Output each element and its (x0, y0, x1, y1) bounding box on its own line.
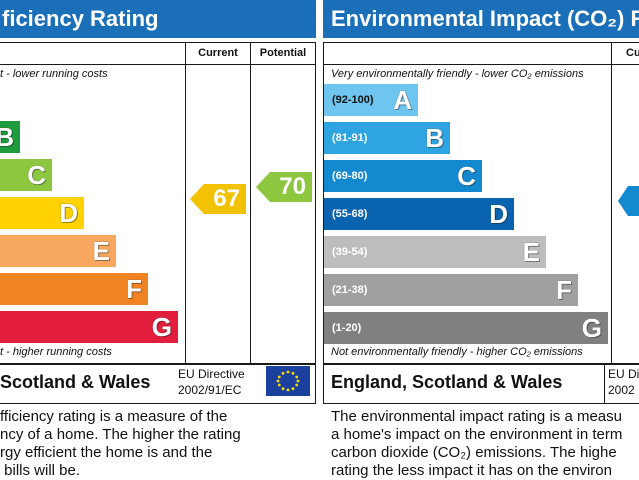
left-description: fficiency rating is a measure of the ncy… (0, 408, 241, 479)
right-band-range: (55-68) (332, 208, 368, 220)
left-footer-box (0, 364, 316, 404)
right-description: The environmental impact rating is a mea… (331, 408, 623, 479)
right-band-f: (21-38) F (324, 274, 578, 306)
left-band-b: B (0, 121, 20, 153)
eu-flag-icon (266, 366, 310, 396)
environmental-impact-header: Environmental Impact (CO₂) Rat (323, 0, 639, 38)
left-directive-line2: 2002/91/EC (178, 383, 242, 397)
right-band-c: (69-80) C (324, 160, 482, 192)
right-divider-1 (611, 42, 612, 364)
left-band-letter: D (59, 198, 78, 228)
current-rating-value: 67 (213, 185, 240, 212)
right-band-range: (81-91) (332, 132, 368, 144)
left-current-header: Current (198, 47, 238, 59)
right-band-letter: E (522, 237, 540, 267)
right-band-e: (39-54) E (324, 236, 546, 268)
right-directive-line2: 2002 (608, 383, 635, 397)
right-band-a: (92-100) A (324, 84, 418, 116)
left-band-letter: B (0, 122, 14, 152)
right-band-range: (69-80) (332, 170, 368, 182)
left-band-letter: G (151, 312, 172, 342)
right-band-range: (39-54) (332, 246, 368, 258)
energy-efficiency-header: ficiency Rating (0, 0, 316, 38)
left-header-rule (0, 64, 316, 65)
left-band-d: D (0, 197, 84, 229)
right-band-letter: C (457, 161, 476, 191)
left-footer-region: Scotland & Wales (0, 372, 151, 392)
energy-efficiency-title: ficiency Rating (2, 6, 159, 31)
right-current-arrow (618, 186, 639, 216)
right-header-rule (323, 64, 639, 65)
right-band-letter: B (425, 123, 444, 153)
left-bottom-note: t - higher running costs (0, 346, 112, 358)
left-top-note: t - lower running costs (0, 68, 108, 80)
right-band-letter: F (556, 275, 572, 305)
right-bottom-note: Not environmentally friendly - higher CO… (331, 346, 583, 358)
right-directive-line1: EU Di (608, 367, 639, 381)
right-band-letter: A (393, 85, 412, 115)
right-band-letter: G (581, 313, 602, 343)
left-divider-1 (185, 42, 186, 364)
left-directive-line1: EU Directive (178, 367, 245, 381)
right-band-g: (1-20) G (324, 312, 608, 344)
right-band-b: (81-91) B (324, 122, 450, 154)
right-footer-divider (604, 364, 605, 404)
left-band-letter: C (27, 160, 46, 190)
left-band-e: E (0, 235, 116, 267)
right-band-letter: D (489, 199, 508, 229)
environmental-impact-title: Environmental Impact (CO₂) Rat (331, 6, 639, 31)
potential-rating-arrow: 70 (256, 172, 312, 202)
left-band-f: F (0, 273, 148, 305)
right-footer-box (323, 364, 639, 404)
right-band-range: (92-100) (332, 94, 374, 106)
left-band-letter: F (126, 274, 142, 304)
right-band-range: (1-20) (332, 322, 362, 334)
right-current-header: Cu (626, 47, 639, 59)
left-band-letter: E (92, 236, 110, 266)
potential-rating-value: 70 (279, 173, 306, 200)
left-divider-2 (250, 42, 251, 364)
right-band-range: (21-38) (332, 284, 368, 296)
left-potential-header: Potential (259, 47, 307, 59)
right-footer-region: England, Scotland & Wales (331, 372, 563, 392)
left-band-g: G (0, 311, 178, 343)
left-band-c: C (0, 159, 52, 191)
right-band-d: (55-68) D (324, 198, 514, 230)
right-top-note: Very environmentally friendly - lower CO… (331, 68, 584, 80)
